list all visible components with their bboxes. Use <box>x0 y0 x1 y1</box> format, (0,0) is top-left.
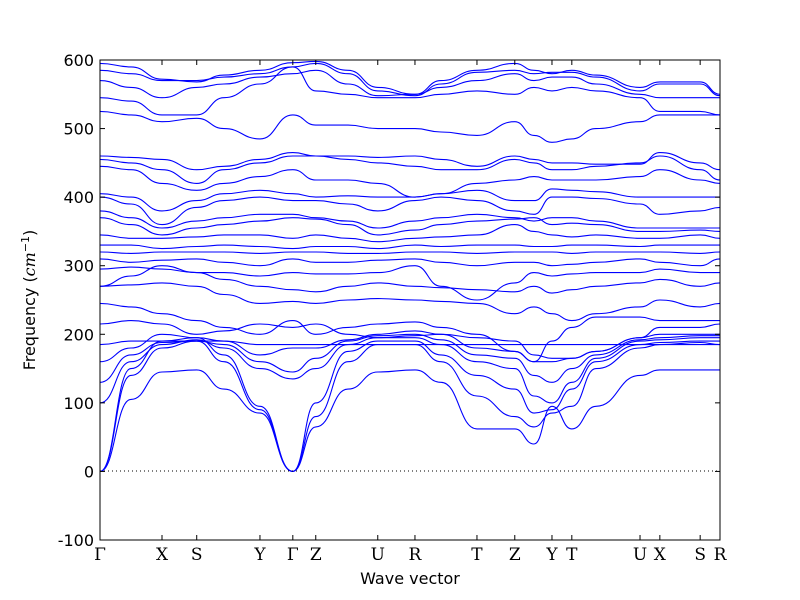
phonon-band-28 <box>99 60 721 95</box>
phonon-band-16 <box>99 224 721 243</box>
phonon-band-12 <box>99 265 720 301</box>
y-tick-label: 500 <box>63 120 94 139</box>
phonon-band-2 <box>99 340 721 472</box>
phonon-band-21 <box>99 165 721 198</box>
x-tick-label: U <box>371 545 385 565</box>
x-tick-label: T <box>471 545 483 565</box>
x-tick-label: R <box>409 545 423 565</box>
x-tick-label: X <box>156 545 169 565</box>
y-tick-label: -100 <box>58 531 94 550</box>
phonon-band-5 <box>99 333 720 383</box>
phonon-band-18 <box>99 210 720 229</box>
y-axis-label-exponent: −1 <box>19 236 32 252</box>
phonon-band-9 <box>99 302 720 363</box>
y-ticks: -100 0 100 200 300 400 500 600 <box>58 51 720 550</box>
phonon-band-27 <box>99 62 721 97</box>
phonon-band-10 <box>99 282 721 322</box>
y-tick-label: 0 <box>84 462 94 481</box>
x-tick-label: Γ <box>94 545 106 565</box>
phonon-band-11 <box>99 265 721 294</box>
y-tick-label: 200 <box>63 325 94 344</box>
plot-frame <box>99 59 721 541</box>
y-tick-label: 400 <box>63 188 94 207</box>
x-tick-label: Y <box>545 545 558 565</box>
y-tick-label: 600 <box>63 51 94 70</box>
phonon-band-14 <box>99 251 721 254</box>
phonon-band-25 <box>99 66 721 116</box>
y-axis-label-text: Frequency ( <box>20 276 39 370</box>
x-tick-label: X <box>654 545 667 565</box>
phonon-band-19 <box>99 196 721 226</box>
phonon-band-26 <box>99 69 720 99</box>
phonon-band-23 <box>99 152 721 171</box>
phonon-band-15 <box>100 244 720 250</box>
y-axis-label: Frequency (cm−1) <box>19 230 39 371</box>
phonon-band-13 <box>99 258 721 267</box>
phonon-band-8 <box>99 320 721 359</box>
x-tick-label: S <box>191 545 203 565</box>
x-tick-label: Y <box>253 545 266 565</box>
y-axis-label-close: ) <box>20 230 39 236</box>
x-tick-label: U <box>633 545 647 565</box>
x-axis-label: Wave vector <box>360 569 460 588</box>
x-tick-label: Z <box>509 545 521 565</box>
plot-lines <box>99 60 721 472</box>
x-tick-label: S <box>694 545 706 565</box>
phonon-band-1 <box>99 369 720 472</box>
phonon-band-3 <box>99 337 720 472</box>
x-tick-label: T <box>566 545 578 565</box>
y-tick-label: 300 <box>63 257 94 276</box>
phonon-band-17 <box>99 217 721 236</box>
x-tick-label: Γ <box>287 545 299 565</box>
phonon-band-24 <box>99 110 720 143</box>
x-tick-label: R <box>714 545 728 565</box>
y-tick-label: 100 <box>63 394 94 413</box>
y-axis-label-unit: cm <box>20 252 39 276</box>
x-tick-label: Z <box>310 545 322 565</box>
